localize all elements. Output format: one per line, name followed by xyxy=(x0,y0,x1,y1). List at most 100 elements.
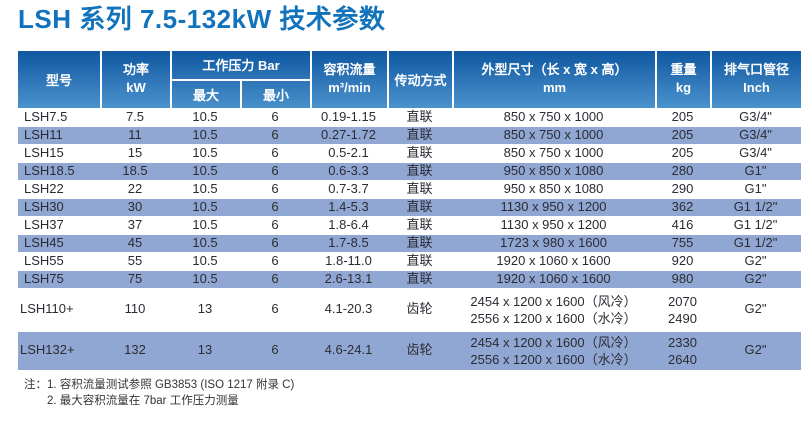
cell-pressure-min: 6 xyxy=(240,251,311,270)
cell-pressure-max: 10.5 xyxy=(170,215,240,234)
footnote-1: 1. 容积流量测试参照 GB3853 (ISO 1217 附录 C) xyxy=(47,378,295,391)
cell-line: 2556 x 1200 x 1600（水冷） xyxy=(470,310,637,326)
cell-power: 75 xyxy=(100,269,170,288)
cell-drive: 直联 xyxy=(387,143,453,162)
cell-power: 18.5 xyxy=(100,161,170,180)
cell-drive: 直联 xyxy=(387,215,453,234)
cell-pressure-max: 13 xyxy=(170,287,240,329)
table-row: LSH37 37 10.5 6 1.8-6.4 直联 1130 x 950 x … xyxy=(18,215,802,234)
cell-outlet: G1 1/2" xyxy=(710,197,802,216)
cell-pressure-min: 6 xyxy=(240,143,311,162)
col-header-power-line1: 功率 xyxy=(122,62,149,78)
cell-power: 15 xyxy=(100,143,170,162)
cell-drive: 直联 xyxy=(387,125,453,144)
cell-outlet: G2" xyxy=(710,287,802,329)
cell-pressure-min: 6 xyxy=(240,233,311,252)
table-header: 型号 功率 kW 工作压力 Bar 容积流量 m³/min 传动方式 外型尺寸（… xyxy=(18,50,802,108)
cell-pressure-min: 6 xyxy=(240,215,311,234)
footnote-items: 1. 容积流量测试参照 GB3853 (ISO 1217 附录 C) 2. 最大… xyxy=(47,377,294,409)
table-row: LSH15 15 10.5 6 0.5-2.1 直联 850 x 750 x 1… xyxy=(18,143,802,162)
table-row: LSH132+ 132 13 6 4.6-24.1 齿轮 2454 x 1200… xyxy=(18,328,802,370)
cell-pressure-max: 10.5 xyxy=(170,251,240,270)
cell-drive: 直联 xyxy=(387,233,453,252)
table-row: LSH110+ 110 13 6 4.1-20.3 齿轮 2454 x 1200… xyxy=(18,287,802,329)
table-body: LSH7.5 7.5 10.5 6 0.19-1.15 直联 850 x 750… xyxy=(18,107,802,370)
cell-dims: 950 x 850 x 1080 xyxy=(452,161,656,180)
cell-model: LSH75 xyxy=(18,269,100,288)
col-header-outlet-line1: 排气口管径 xyxy=(724,62,790,78)
cell-pressure-max: 10.5 xyxy=(170,233,240,252)
cell-pressure-min: 6 xyxy=(240,179,311,198)
cell-pressure-min: 6 xyxy=(240,328,311,370)
table-row: LSH7.5 7.5 10.5 6 0.19-1.15 直联 850 x 750… xyxy=(18,107,802,126)
cell-weight: 362 xyxy=(655,197,711,216)
table-row: LSH22 22 10.5 6 0.7-3.7 直联 950 x 850 x 1… xyxy=(18,179,802,198)
cell-power: 110 xyxy=(100,287,170,329)
cell-flow: 1.4-5.3 xyxy=(310,197,388,216)
cell-flow: 0.6-3.3 xyxy=(310,161,388,180)
cell-pressure-min: 6 xyxy=(240,197,311,216)
col-header-pressure-min: 最小 xyxy=(240,78,311,108)
col-header-pressure-max: 最大 xyxy=(170,78,240,108)
cell-pressure-min: 6 xyxy=(240,269,311,288)
table-row: LSH55 55 10.5 6 1.8-11.0 直联 1920 x 1060 … xyxy=(18,251,802,270)
cell-pressure-max: 10.5 xyxy=(170,161,240,180)
cell-model: LSH132+ xyxy=(18,328,100,370)
cell-weight: 2070 2490 xyxy=(655,287,711,329)
cell-power: 55 xyxy=(100,251,170,270)
cell-dims: 1130 x 950 x 1200 xyxy=(452,215,656,234)
cell-pressure-max: 10.5 xyxy=(170,197,240,216)
table-row: LSH18.5 18.5 10.5 6 0.6-3.3 直联 950 x 850… xyxy=(18,161,802,180)
cell-weight: 980 xyxy=(655,269,711,288)
cell-outlet: G2" xyxy=(710,269,802,288)
cell-flow: 0.19-1.15 xyxy=(310,107,388,126)
cell-line: 2330 xyxy=(668,334,697,350)
cell-model: LSH110+ xyxy=(18,287,100,329)
cell-line: 2556 x 1200 x 1600（水冷） xyxy=(470,351,637,367)
cell-model: LSH11 xyxy=(18,125,100,144)
cell-dims: 850 x 750 x 1000 xyxy=(452,107,656,126)
cell-model: LSH45 xyxy=(18,233,100,252)
cell-model: LSH37 xyxy=(18,215,100,234)
cell-flow: 4.1-20.3 xyxy=(310,287,388,329)
cell-dims: 1723 x 980 x 1600 xyxy=(452,233,656,252)
col-header-model: 型号 xyxy=(18,50,100,108)
col-header-weight-line1: 重量 xyxy=(670,62,697,78)
footnote-2: 2. 最大容积流量在 7bar 工作压力测量 xyxy=(47,394,239,407)
cell-weight: 416 xyxy=(655,215,711,234)
table-row: LSH75 75 10.5 6 2.6-13.1 直联 1920 x 1060 … xyxy=(18,269,802,288)
footnotes-label: 注： xyxy=(24,378,47,391)
cell-outlet: G2" xyxy=(710,251,802,270)
cell-weight: 205 xyxy=(655,143,711,162)
col-header-weight-line2: kg xyxy=(675,80,692,95)
cell-weight: 290 xyxy=(655,179,711,198)
col-header-outlet: 排气口管径 Inch xyxy=(710,50,802,108)
cell-line: 2490 xyxy=(668,310,697,326)
cell-flow: 0.7-3.7 xyxy=(310,179,388,198)
cell-weight: 205 xyxy=(655,125,711,144)
cell-model: LSH18.5 xyxy=(18,161,100,180)
cell-drive: 直联 xyxy=(387,179,453,198)
cell-model: LSH15 xyxy=(18,143,100,162)
cell-weight: 920 xyxy=(655,251,711,270)
cell-line: 2070 xyxy=(668,293,697,309)
col-header-flow-line2: m³/min xyxy=(328,80,371,95)
cell-flow: 0.27-1.72 xyxy=(310,125,388,144)
cell-weight: 205 xyxy=(655,107,711,126)
cell-pressure-max: 10.5 xyxy=(170,269,240,288)
cell-outlet: G2" xyxy=(710,328,802,370)
cell-model: LSH7.5 xyxy=(18,107,100,126)
table-row: LSH11 11 10.5 6 0.27-1.72 直联 850 x 750 x… xyxy=(18,125,802,144)
col-header-power-line2: kW xyxy=(126,80,146,95)
cell-power: 45 xyxy=(100,233,170,252)
col-header-flow: 容积流量 m³/min xyxy=(310,50,388,108)
cell-outlet: G3/4" xyxy=(710,143,802,162)
cell-drive: 直联 xyxy=(387,161,453,180)
col-header-drive: 传动方式 xyxy=(387,50,453,108)
cell-pressure-max: 10.5 xyxy=(170,125,240,144)
cell-weight: 755 xyxy=(655,233,711,252)
cell-outlet: G1" xyxy=(710,161,802,180)
cell-outlet: G1" xyxy=(710,179,802,198)
cell-flow: 1.8-11.0 xyxy=(310,251,388,270)
cell-dims: 2454 x 1200 x 1600（风冷） 2556 x 1200 x 1600… xyxy=(452,328,656,370)
